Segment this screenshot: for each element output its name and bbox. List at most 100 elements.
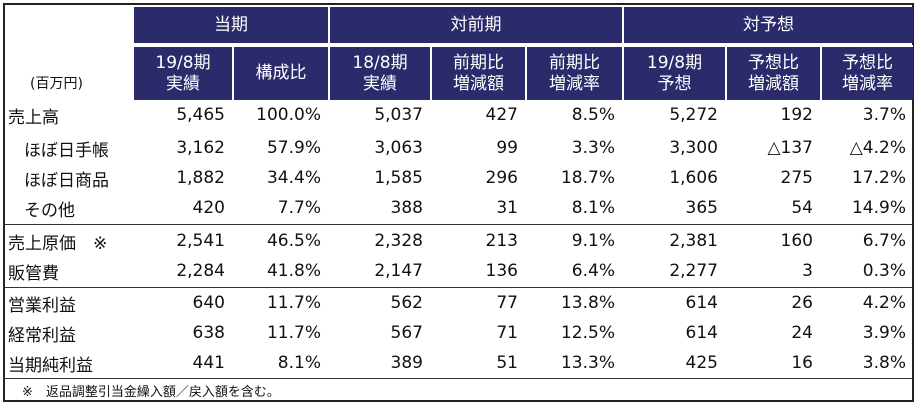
row-label: 売上高 [8, 107, 59, 128]
header-line: 前期比 [453, 52, 504, 73]
value-cell: 54 [791, 198, 813, 218]
value-cell: 51 [496, 353, 518, 373]
value-cell: 2,277 [669, 261, 718, 281]
value-cell: 13.8% [560, 293, 615, 313]
value-cell: 427 [485, 105, 518, 125]
header-line: 構成比 [255, 63, 307, 83]
value-cell: 5,037 [374, 105, 423, 125]
column-header: 前期比 増減額 [430, 45, 525, 100]
value-cell: 11.7% [266, 293, 321, 313]
column-header: 構成比 [232, 45, 328, 100]
value-cell: 3,162 [176, 138, 225, 158]
row-separator [5, 287, 913, 288]
header-line: 予想比 [842, 52, 893, 73]
footnote: ※ 返品調整引当金繰入額／戻入額を含む。 [22, 384, 280, 400]
value-cell: △4.2% [849, 138, 906, 158]
value-cell: 1,585 [374, 168, 423, 188]
header-line: 19/8期 [646, 52, 703, 73]
value-cell: 3 [802, 261, 813, 281]
value-cell: 0.3% [862, 261, 906, 281]
header-line: 実績 [363, 73, 397, 94]
value-cell: 14.9% [851, 198, 906, 218]
header-line: 増減率 [549, 73, 600, 94]
value-cell: 12.5% [560, 323, 615, 343]
value-cell: 3.3% [571, 138, 615, 158]
value-cell: 2,328 [374, 231, 423, 251]
value-cell: 3.8% [862, 353, 906, 373]
row-label: ほぼ日商品 [24, 170, 109, 191]
group-header: 当期 [132, 7, 328, 43]
row-label: ほぼ日手帳 [24, 140, 109, 161]
value-cell: 388 [390, 198, 423, 218]
value-cell: 5,465 [176, 105, 225, 125]
value-cell: 425 [685, 353, 718, 373]
table-frame [3, 3, 914, 402]
value-cell: 4.2% [862, 293, 906, 313]
group-header: 対予想 [622, 7, 913, 43]
value-cell: 160 [780, 231, 813, 251]
value-cell: 614 [685, 323, 718, 343]
value-cell: △137 [767, 138, 813, 158]
header-line: 増減額 [453, 73, 504, 94]
value-cell: 6.7% [862, 231, 906, 251]
value-cell: 16 [791, 353, 813, 373]
header-line: 予想 [657, 73, 692, 94]
value-cell: 213 [485, 231, 518, 251]
value-cell: 77 [496, 293, 518, 313]
value-cell: 13.3% [560, 353, 615, 373]
row-label: 経常利益 [8, 325, 76, 346]
value-cell: 640 [192, 293, 225, 313]
value-cell: 638 [192, 323, 225, 343]
column-header: 予想比 増減額 [725, 45, 820, 100]
value-cell: 1,882 [176, 168, 225, 188]
value-cell: 26 [791, 293, 813, 313]
value-cell: 420 [192, 198, 225, 218]
row-separator [5, 378, 913, 379]
column-header: 予想比 増減率 [820, 45, 913, 100]
header-line: 前期比 [549, 52, 600, 73]
value-cell: 31 [496, 198, 518, 218]
value-cell: 614 [685, 293, 718, 313]
header-line: 19/8期 [155, 52, 211, 73]
row-separator [5, 224, 913, 225]
value-cell: 2,284 [176, 261, 225, 281]
value-cell: 71 [496, 323, 518, 343]
header-line: 実績 [166, 73, 200, 94]
value-cell: 2,541 [176, 231, 225, 251]
header-line: 増減額 [748, 73, 799, 94]
row-label: 売上原価 ※ [8, 233, 108, 254]
value-cell: 275 [780, 168, 813, 188]
value-cell: 6.4% [571, 261, 615, 281]
value-cell: 136 [485, 261, 518, 281]
value-cell: 46.5% [266, 231, 321, 251]
value-cell: 3.9% [862, 323, 906, 343]
value-cell: 17.2% [851, 168, 906, 188]
unit-label: (百万円) [30, 76, 83, 92]
row-label: その他 [24, 200, 75, 221]
value-cell: 24 [791, 323, 813, 343]
value-cell: 11.7% [266, 323, 321, 343]
header-line: 予想比 [748, 52, 799, 73]
row-label: 販管費 [8, 263, 59, 284]
value-cell: 9.1% [571, 231, 615, 251]
value-cell: 192 [780, 105, 813, 125]
row-label: 営業利益 [8, 295, 76, 316]
header-line: 18/8期 [352, 52, 408, 73]
value-cell: 441 [192, 353, 225, 373]
value-cell: 34.4% [266, 168, 321, 188]
value-cell: 296 [485, 168, 518, 188]
value-cell: 1,606 [669, 168, 718, 188]
value-cell: 18.7% [560, 168, 615, 188]
column-header: 前期比 増減率 [525, 45, 622, 100]
value-cell: 562 [390, 293, 423, 313]
value-cell: 3,300 [669, 138, 718, 158]
group-header: 対前期 [328, 7, 622, 43]
value-cell: 8.1% [571, 198, 615, 218]
header-line: 増減率 [842, 73, 893, 94]
value-cell: 41.8% [266, 261, 321, 281]
column-header: 19/8期 実績 [132, 45, 232, 100]
row-label: 当期純利益 [8, 355, 93, 376]
value-cell: 99 [496, 138, 518, 158]
column-header: 18/8期 実績 [328, 45, 430, 100]
value-cell: 8.5% [571, 105, 615, 125]
